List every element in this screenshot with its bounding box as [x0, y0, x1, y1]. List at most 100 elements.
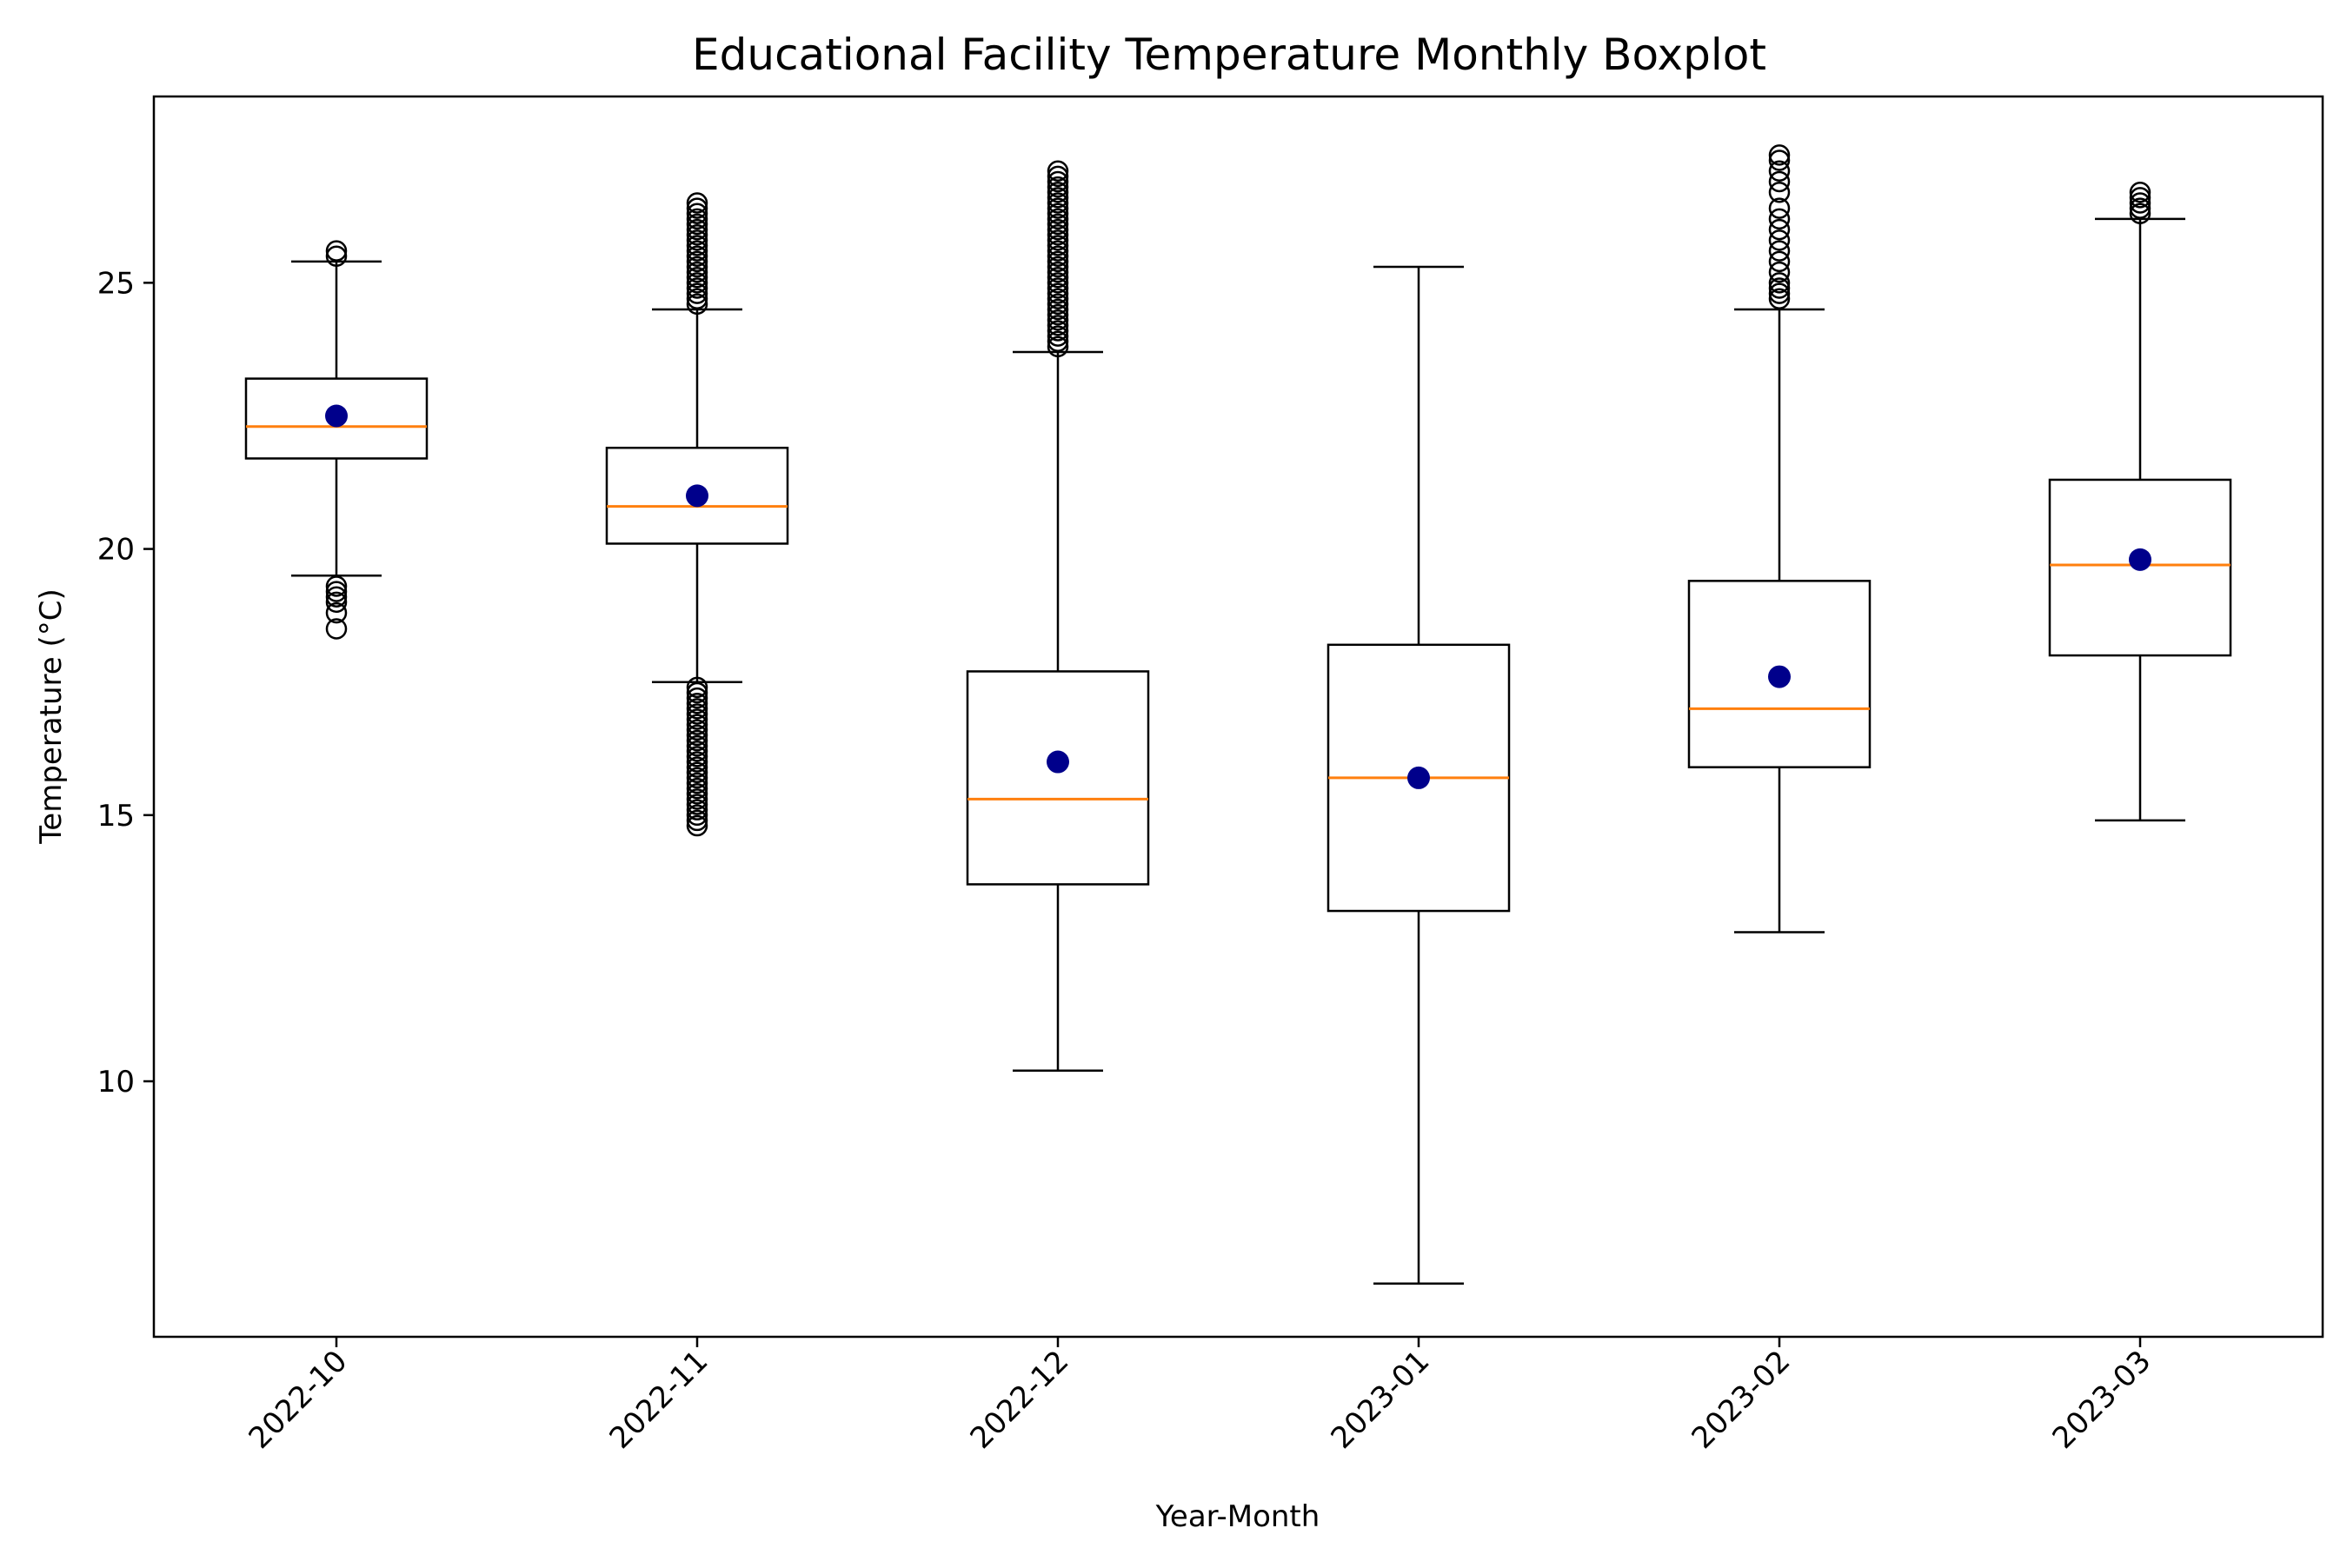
- outlier-point: [686, 788, 708, 810]
- outlier-point: [686, 676, 708, 699]
- outlier-point: [686, 714, 708, 735]
- outlier-point: [1047, 303, 1069, 326]
- outlier-point: [1047, 277, 1069, 299]
- outlier-point: [1047, 229, 1069, 251]
- outlier-point: [686, 681, 708, 704]
- outlier-point: [1047, 245, 1069, 267]
- outlier-point: [1047, 266, 1069, 289]
- outlier-point: [686, 814, 708, 837]
- outlier-point: [686, 272, 708, 294]
- outlier-point: [2129, 187, 2151, 209]
- outlier-point: [686, 293, 708, 316]
- mean-marker: [325, 404, 348, 428]
- outlier-point: [686, 261, 708, 283]
- x-tick-label: 2023-02: [1685, 1344, 1798, 1456]
- outlier-point: [1047, 315, 1069, 336]
- y-axis-label: Temperature (°C): [34, 588, 69, 844]
- x-axis: 2022-10 2022-11 2022-12 2023-01 2023-02 2023-…: [243, 1337, 2158, 1456]
- outlier-point: [686, 746, 708, 767]
- outlier-point: [686, 767, 708, 789]
- iqr-box: [244, 377, 429, 460]
- mean-marker: [1407, 766, 1430, 789]
- outlier-point: [686, 288, 708, 309]
- outlier-point: [686, 213, 708, 236]
- outlier-point: [1047, 192, 1069, 214]
- outlier-point: [1047, 330, 1069, 352]
- outlier-point: [1047, 223, 1069, 246]
- box-2023-02: [1687, 144, 1872, 933]
- outlier-point: [1047, 272, 1069, 294]
- chart-title: Educational Facility Temperature Monthly…: [692, 30, 1766, 80]
- outlier-point: [1047, 203, 1069, 224]
- outlier-point: [2129, 192, 2151, 214]
- outlier-point: [1047, 240, 1069, 262]
- outlier-point: [1768, 160, 1791, 182]
- outlier-point: [1768, 181, 1791, 203]
- y-tick-label: 25: [97, 266, 135, 301]
- mean-marker: [1768, 665, 1791, 688]
- outlier-point: [325, 601, 348, 624]
- x-tick-label: 2022-11: [603, 1344, 715, 1456]
- outlier-point: [1047, 218, 1069, 241]
- box-2023-03: [2048, 181, 2232, 822]
- outlier-point: [686, 192, 708, 214]
- outlier-point: [1047, 160, 1069, 182]
- x-tick-label: 2023-03: [2046, 1344, 2158, 1456]
- iqr-box: [966, 670, 1150, 886]
- outlier-point: [2129, 181, 2151, 203]
- plot-frame: [152, 95, 2324, 1339]
- outlier-point: [325, 586, 348, 608]
- y-tick-label: 10: [97, 1065, 135, 1100]
- outlier-point: [1047, 293, 1069, 316]
- outlier-point: [1768, 170, 1791, 193]
- outlier-point: [686, 282, 708, 304]
- plot-area: [244, 144, 2232, 1286]
- outlier-point: [1047, 320, 1069, 342]
- outlier-point: [686, 277, 708, 299]
- outlier-point: [1047, 325, 1069, 347]
- outlier-point: [1768, 240, 1791, 262]
- outlier-point: [1047, 197, 1069, 219]
- outlier-point: [1047, 282, 1069, 304]
- outlier-point: [1047, 256, 1069, 278]
- outlier-point: [1047, 213, 1069, 236]
- y-tick-label: 20: [97, 533, 135, 568]
- iqr-box: [1687, 580, 1872, 768]
- outlier-point: [1768, 261, 1791, 283]
- outlier-point: [1047, 309, 1069, 331]
- iqr-box: [2048, 478, 2232, 657]
- outlier-point: [686, 751, 708, 773]
- outlier-point: [686, 208, 708, 230]
- outlier-point: [686, 218, 708, 241]
- outlier-point: [686, 734, 708, 757]
- outlier-point: [686, 203, 708, 224]
- x-tick-label: 2023-01: [1325, 1344, 1437, 1456]
- x-axis-label: Year-Month: [1155, 1499, 1320, 1534]
- outlier-point: [686, 772, 708, 794]
- outlier-point: [686, 223, 708, 246]
- y-tick-label: 15: [97, 799, 135, 834]
- mean-marker: [686, 484, 708, 508]
- iqr-box: [605, 446, 789, 545]
- outlier-point: [2129, 197, 2151, 219]
- x-tick-label: 2022-10: [243, 1344, 355, 1456]
- outlier-point: [1768, 144, 1791, 166]
- box-2022-10: [244, 240, 429, 640]
- outlier-point: [1047, 187, 1069, 209]
- outlier-point: [686, 729, 708, 752]
- outlier-point: [1768, 288, 1791, 309]
- outlier-point: [1047, 261, 1069, 283]
- outlier-point: [325, 618, 348, 640]
- outlier-point: [1047, 336, 1069, 358]
- mean-marker: [1047, 750, 1069, 774]
- outlier-point: [686, 708, 708, 730]
- outlier-point: [1047, 181, 1069, 203]
- outlier-point: [686, 229, 708, 251]
- outlier-point: [1047, 235, 1069, 256]
- outlier-point: [686, 240, 708, 262]
- outlier-point: [686, 724, 708, 747]
- outlier-point: [1768, 197, 1791, 219]
- outlier-point: [1768, 250, 1791, 273]
